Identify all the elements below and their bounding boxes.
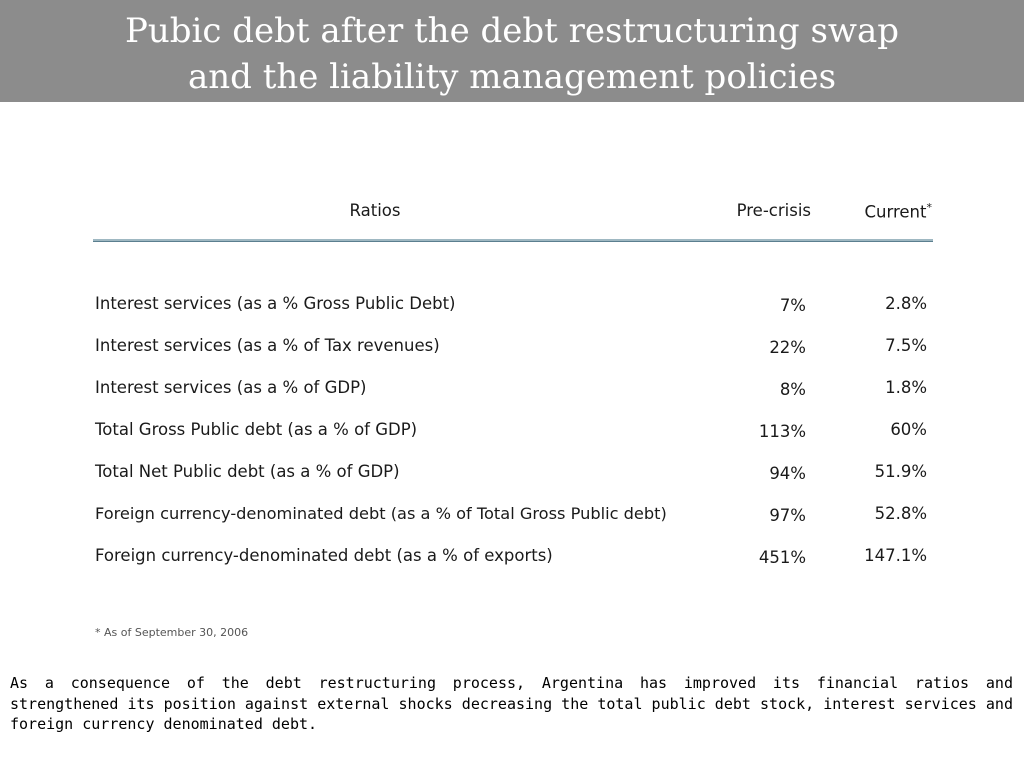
table-row: Interest services (as a % Gross Public D…: [95, 294, 933, 336]
row-label: Foreign currency-denominated debt (as a …: [95, 504, 667, 523]
title-line-2: and the liability management policies: [187, 57, 837, 97]
row-label: Total Net Public debt (as a % of GDP): [95, 462, 400, 481]
row-label: Total Gross Public debt (as a % of GDP): [95, 420, 418, 439]
row-current-value: 7.5%: [885, 336, 927, 355]
row-current-value: 2.8%: [885, 294, 927, 313]
column-header-current-marker: *: [926, 201, 933, 214]
column-header-current-label: Current: [864, 202, 927, 222]
row-pre-crisis-value: 113%: [758, 422, 806, 441]
column-header-current: Current*: [850, 201, 932, 222]
title-line-1: Pubic debt after the debt restructuring …: [124, 11, 900, 51]
page-title: Pubic debt after the debt restructuring …: [0, 8, 1024, 100]
row-pre-crisis-value: 451%: [758, 548, 806, 567]
footnote: * As of September 30, 2006: [95, 626, 249, 639]
row-current-value: 52.8%: [874, 504, 927, 523]
row-current-value: 147.1%: [864, 546, 927, 565]
row-label: Interest services (as a % of Tax revenue…: [95, 336, 440, 355]
row-current-value: 60%: [890, 420, 927, 439]
table-row: Interest services (as a % of Tax revenue…: [95, 336, 933, 378]
column-header-ratios: Ratios: [349, 201, 401, 220]
row-pre-crisis-value: 97%: [769, 506, 806, 525]
header-divider: [93, 239, 933, 242]
row-pre-crisis-value: 8%: [779, 380, 806, 399]
table-header: Ratios Pre-crisis Current*: [95, 198, 933, 228]
table-row: Foreign currency-denominated debt (as a …: [95, 546, 933, 588]
row-pre-crisis-value: 7%: [779, 296, 806, 315]
table-row: Foreign currency-denominated debt (as a …: [95, 504, 933, 546]
table-row: Total Net Public debt (as a % of GDP) 94…: [95, 462, 933, 504]
table-row: Total Gross Public debt (as a % of GDP) …: [95, 420, 933, 462]
row-label: Interest services (as a % of GDP): [95, 378, 367, 397]
title-band: [0, 0, 1024, 102]
table-body: Interest services (as a % Gross Public D…: [95, 294, 933, 588]
row-current-value: 1.8%: [885, 378, 927, 397]
table-row: Interest services (as a % of GDP) 8% 1.8…: [95, 378, 933, 420]
row-current-value: 51.9%: [874, 462, 927, 481]
column-header-pre-crisis: Pre-crisis: [736, 201, 811, 220]
row-pre-crisis-value: 22%: [769, 338, 806, 357]
conclusion-paragraph: As a consequence of the debt restructuri…: [10, 674, 1013, 733]
row-label: Foreign currency-denominated debt (as a …: [95, 546, 553, 565]
row-label: Interest services (as a % Gross Public D…: [95, 294, 456, 313]
row-pre-crisis-value: 94%: [769, 464, 806, 483]
ratios-table: Ratios Pre-crisis Current* Interest serv…: [93, 198, 933, 567]
